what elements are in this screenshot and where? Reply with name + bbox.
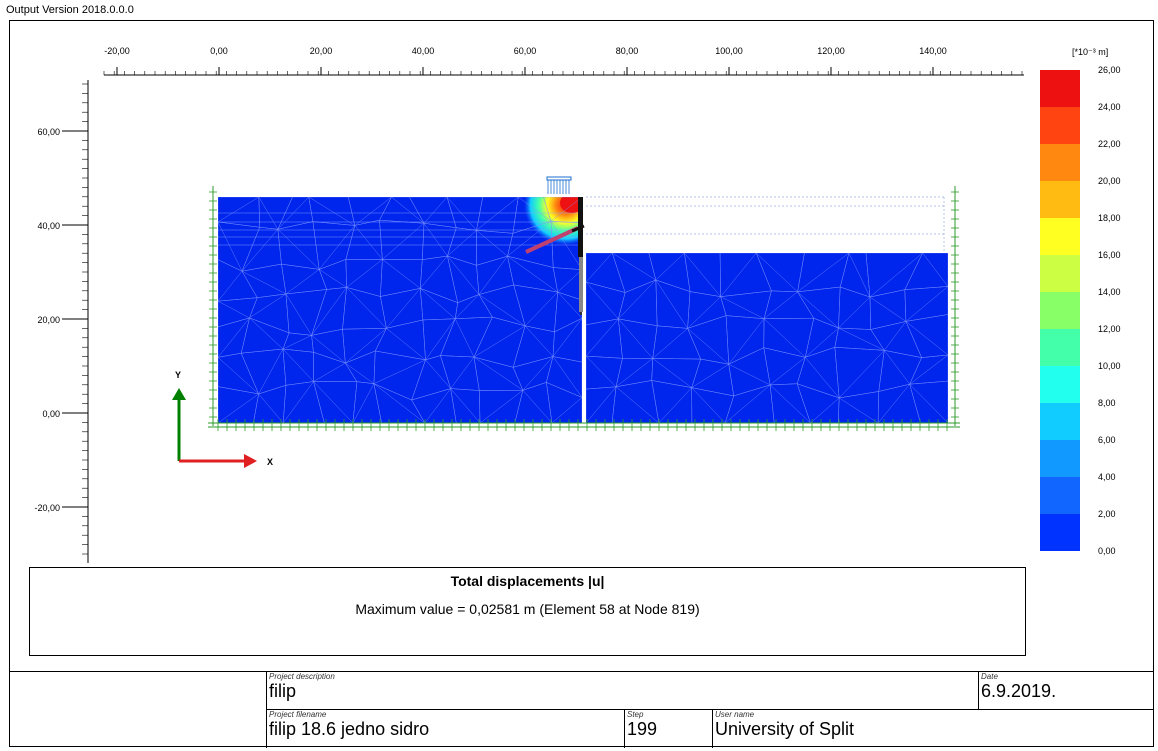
step-label: Step — [627, 710, 644, 719]
legend-value: 8,00 — [1098, 398, 1116, 408]
date-value: 6.9.2019. — [981, 681, 1057, 701]
legend-value: 16,00 — [1098, 250, 1121, 260]
user-name-value: University of Split — [715, 719, 855, 739]
legend-value: 20,00 — [1098, 176, 1121, 186]
user-name-cell: User name University of Split — [712, 710, 1154, 748]
legend-color-band — [1040, 255, 1080, 292]
y-tick-label: 20,00 — [37, 315, 60, 325]
legend-value: 2,00 — [1098, 509, 1116, 519]
anchor-head — [571, 224, 585, 233]
project-filename-cell: Project filename filip 18.6 jedno sidro — [266, 710, 624, 748]
x-tick-label: -20,00 — [104, 46, 130, 56]
legend-color-band — [1040, 181, 1080, 218]
x-tick-label: 60,00 — [514, 46, 537, 56]
ground-anchor[interactable] — [525, 226, 579, 254]
date-label: Date — [981, 672, 998, 681]
user-name-label: User name — [715, 710, 755, 719]
legend-color-band — [1040, 70, 1080, 107]
x-tick-label: 120,00 — [817, 46, 845, 56]
project-description-label: Project description — [269, 672, 335, 681]
legend-color-band — [1040, 366, 1080, 403]
soil-domain[interactable] — [218, 165, 948, 423]
y-tick-label: -20,00 — [34, 503, 60, 513]
legend-color-band — [1040, 477, 1080, 514]
legend-color-band — [1040, 218, 1080, 255]
legend-color-band — [1040, 514, 1080, 551]
x-tick-label: 80,00 — [616, 46, 639, 56]
y-tick-label: 60,00 — [37, 127, 60, 137]
color-legend: [*10⁻³ m] 26,00 24,00 22,00 20,00 18,00 16,00… — [1040, 47, 1121, 556]
legend-value: 26,00 — [1098, 65, 1121, 75]
output-version: Output Version 2018.0.0.0 — [6, 4, 134, 16]
legend-value: 12,00 — [1098, 324, 1121, 334]
legend-color-band — [1040, 440, 1080, 477]
x-tick-label: 20,00 — [310, 46, 333, 56]
legend-value: 10,00 — [1098, 361, 1121, 371]
project-filename-label: Project filename — [269, 710, 327, 719]
legend-color-band — [1040, 144, 1080, 181]
legend-color-band — [1040, 329, 1080, 366]
project-filename-value: filip 18.6 jedno sidro — [269, 719, 430, 739]
excavation-outline — [586, 196, 945, 253]
results-caption: Total displacements |u| Maximum value = … — [29, 567, 1026, 656]
axis-indicator: Y X — [172, 370, 273, 468]
x-arrow-icon — [244, 454, 257, 468]
caption-max-value: Maximum value = 0,02581 m (Element 58 at… — [355, 601, 700, 617]
y-arrow-icon — [172, 388, 186, 400]
y-axis-ruler: 60,00 40,00 20,00 0,00 -20,00 — [34, 80, 89, 563]
caption-title: Total displacements |u| — [450, 573, 605, 589]
legend-color-band — [1040, 403, 1080, 440]
x-tick-label: 100,00 — [715, 46, 743, 56]
step-value: 199 — [627, 719, 658, 739]
mesh-left — [218, 197, 582, 423]
legend-color-band — [1040, 107, 1080, 144]
x-axis-label: X — [267, 457, 273, 467]
date-cell: Date 6.9.2019. — [978, 672, 1154, 710]
x-tick-label: 40,00 — [412, 46, 435, 56]
boundary-conditions — [208, 186, 960, 431]
legend-value: 6,00 — [1098, 435, 1116, 445]
x-tick-label: 0,00 — [210, 46, 228, 56]
legend-value: 4,00 — [1098, 472, 1116, 482]
title-block: Project description filip Date 6.9.2019.… — [9, 671, 1154, 748]
legend-value: 14,00 — [1098, 287, 1121, 297]
project-description-value: filip — [269, 681, 297, 701]
legend-value: 0,00 — [1098, 546, 1116, 556]
y-tick-label: 40,00 — [37, 221, 60, 231]
output-frame — [9, 20, 1154, 747]
legend-color-band — [1040, 292, 1080, 329]
y-axis-label: Y — [175, 370, 181, 380]
y-tick-label: 0,00 — [42, 409, 60, 419]
legend-unit: [*10⁻³ m] — [1072, 47, 1108, 57]
x-tick-label: 140,00 — [919, 46, 947, 56]
legend-value: 24,00 — [1098, 102, 1121, 112]
soil-layer-lines — [218, 212, 582, 246]
project-description-cell: Project description filip — [266, 672, 978, 710]
legend-value: 22,00 — [1098, 139, 1121, 149]
mesh-right — [586, 253, 948, 423]
legend-value: 18,00 — [1098, 213, 1121, 223]
step-cell: Step 199 — [624, 710, 712, 748]
surface-load[interactable] — [546, 176, 572, 194]
x-axis-ruler: -20,00 0,00 20,00 40,00 60,00 80,00 100,00 120,… — [103, 46, 1024, 76]
